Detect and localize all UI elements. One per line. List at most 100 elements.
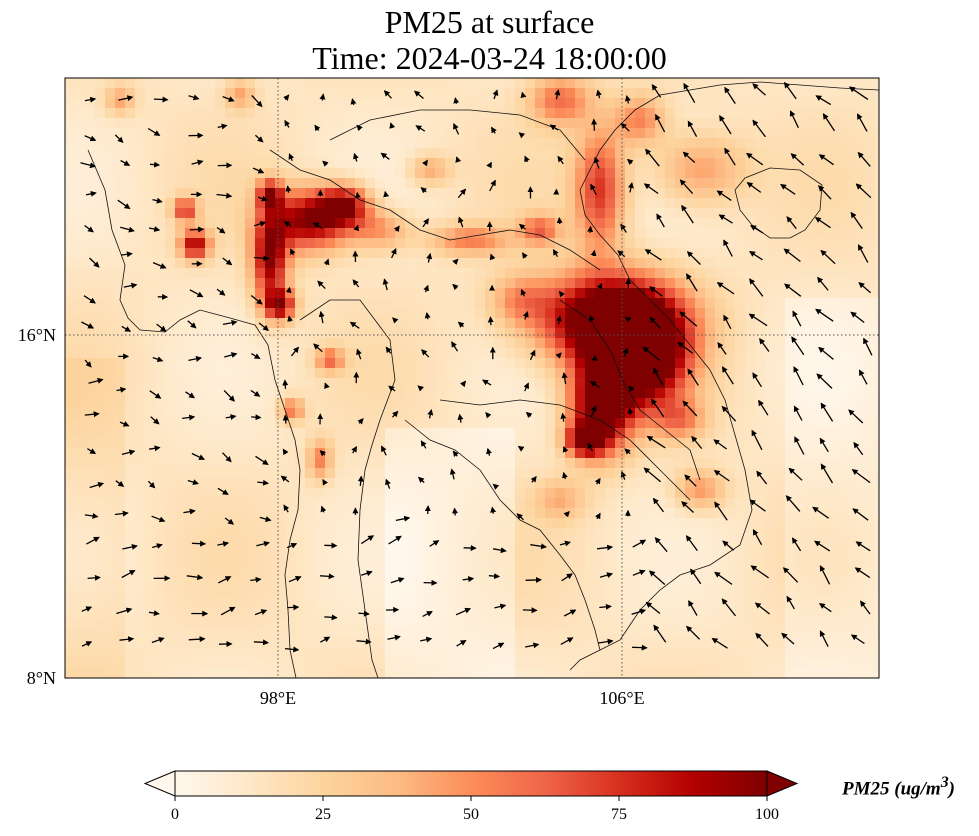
pm25-cell: [105, 608, 116, 619]
pm25-cell: [205, 468, 216, 479]
pm25-cell: [795, 98, 806, 109]
pm25-cell: [425, 138, 436, 149]
pm25-cell: [565, 218, 576, 229]
pm25-cell: [815, 618, 826, 629]
pm25-cell: [245, 568, 256, 579]
pm25-cell: [545, 78, 556, 89]
pm25-cell: [85, 188, 96, 199]
pm25-cell: [335, 198, 346, 209]
pm25-cell: [295, 598, 306, 609]
pm25-cell: [675, 388, 686, 399]
pm25-cell: [875, 158, 879, 169]
pm25-cell: [765, 458, 776, 469]
pm25-cell: [575, 558, 586, 569]
pm25-cell: [675, 448, 686, 459]
pm25-cell: [65, 228, 76, 239]
pm25-cell: [225, 238, 236, 249]
pm25-cell: [495, 408, 506, 419]
pm25-cell: [95, 148, 106, 159]
pm25-cell: [155, 288, 166, 299]
pm25-cell: [615, 488, 626, 499]
pm25-cell: [535, 338, 546, 349]
pm25-cell: [645, 498, 656, 509]
pm25-cell: [705, 458, 716, 469]
pm25-cell: [515, 98, 526, 109]
pm25-cell: [665, 508, 676, 519]
pm25-cell: [415, 278, 426, 289]
pm25-cell: [305, 478, 316, 489]
pm25-cell: [235, 518, 246, 529]
pm25-cell: [855, 378, 866, 389]
pm25-cell: [245, 288, 256, 299]
pm25-cell: [205, 308, 216, 319]
pm25-cell: [735, 398, 746, 409]
pm25-cell: [145, 228, 156, 239]
pm25-cell: [235, 318, 246, 329]
pm25-cell: [245, 318, 256, 329]
pm25-cell: [435, 408, 446, 419]
pm25-cell: [355, 208, 366, 219]
pm25-cell: [135, 218, 146, 229]
pm25-cell: [295, 628, 306, 639]
pm25-cell: [805, 478, 816, 489]
pm25-cell: [675, 538, 686, 549]
pm25-cell: [225, 628, 236, 639]
pm25-cell: [845, 268, 856, 279]
pm25-cell: [315, 498, 326, 509]
pm25-cell: [375, 608, 386, 619]
pm25-cell: [285, 388, 296, 399]
pm25-cell: [795, 498, 806, 509]
pm25-cell: [835, 488, 846, 499]
pm25-cell: [245, 348, 256, 359]
pm25-cell: [735, 198, 746, 209]
pm25-cell: [145, 368, 156, 379]
pm25-cell: [565, 558, 576, 569]
pm25-cell: [795, 408, 806, 419]
pm25-cell: [425, 478, 436, 489]
pm25-cell: [105, 188, 116, 199]
pm25-cell: [115, 568, 126, 579]
pm25-cell: [685, 328, 696, 339]
pm25-cell: [675, 478, 686, 489]
pm25-cell: [415, 458, 426, 469]
pm25-cell: [715, 538, 726, 549]
pm25-cell: [705, 218, 716, 229]
pm25-cell: [865, 308, 876, 319]
pm25-cell: [795, 438, 806, 449]
pm25-cell: [255, 628, 266, 639]
pm25-cell: [465, 628, 476, 639]
pm25-cell: [725, 218, 736, 229]
pm25-cell: [325, 528, 336, 539]
pm25-cell: [275, 268, 286, 279]
pm25-cell: [755, 418, 766, 429]
pm25-cell: [825, 278, 836, 289]
pm25-cell: [785, 448, 796, 459]
pm25-cell: [465, 338, 476, 349]
pm25-cell: [815, 138, 826, 149]
pm25-cell: [475, 488, 486, 499]
pm25-cell: [395, 188, 406, 199]
pm25-cell: [845, 558, 856, 569]
pm25-cell: [725, 78, 736, 89]
pm25-cell: [625, 238, 636, 249]
pm25-cell: [815, 178, 826, 189]
pm25-cell: [765, 288, 776, 299]
pm25-cell: [175, 288, 186, 299]
pm25-cell: [555, 668, 566, 678]
pm25-cell: [475, 178, 486, 189]
pm25-cell: [575, 648, 586, 659]
pm25-cell: [435, 268, 446, 279]
pm25-cell: [385, 638, 396, 649]
pm25-cell: [585, 608, 596, 619]
pm25-cell: [415, 398, 426, 409]
pm25-cell: [265, 528, 276, 539]
wind-arrow: [554, 89, 561, 100]
pm25-cell: [185, 238, 196, 249]
pm25-cell: [455, 278, 466, 289]
pm25-cell: [755, 198, 766, 209]
pm25-cell: [315, 108, 326, 119]
pm25-cell: [675, 238, 686, 249]
pm25-cell: [605, 378, 616, 389]
pm25-cell: [95, 88, 106, 99]
pm25-cell: [625, 428, 636, 439]
